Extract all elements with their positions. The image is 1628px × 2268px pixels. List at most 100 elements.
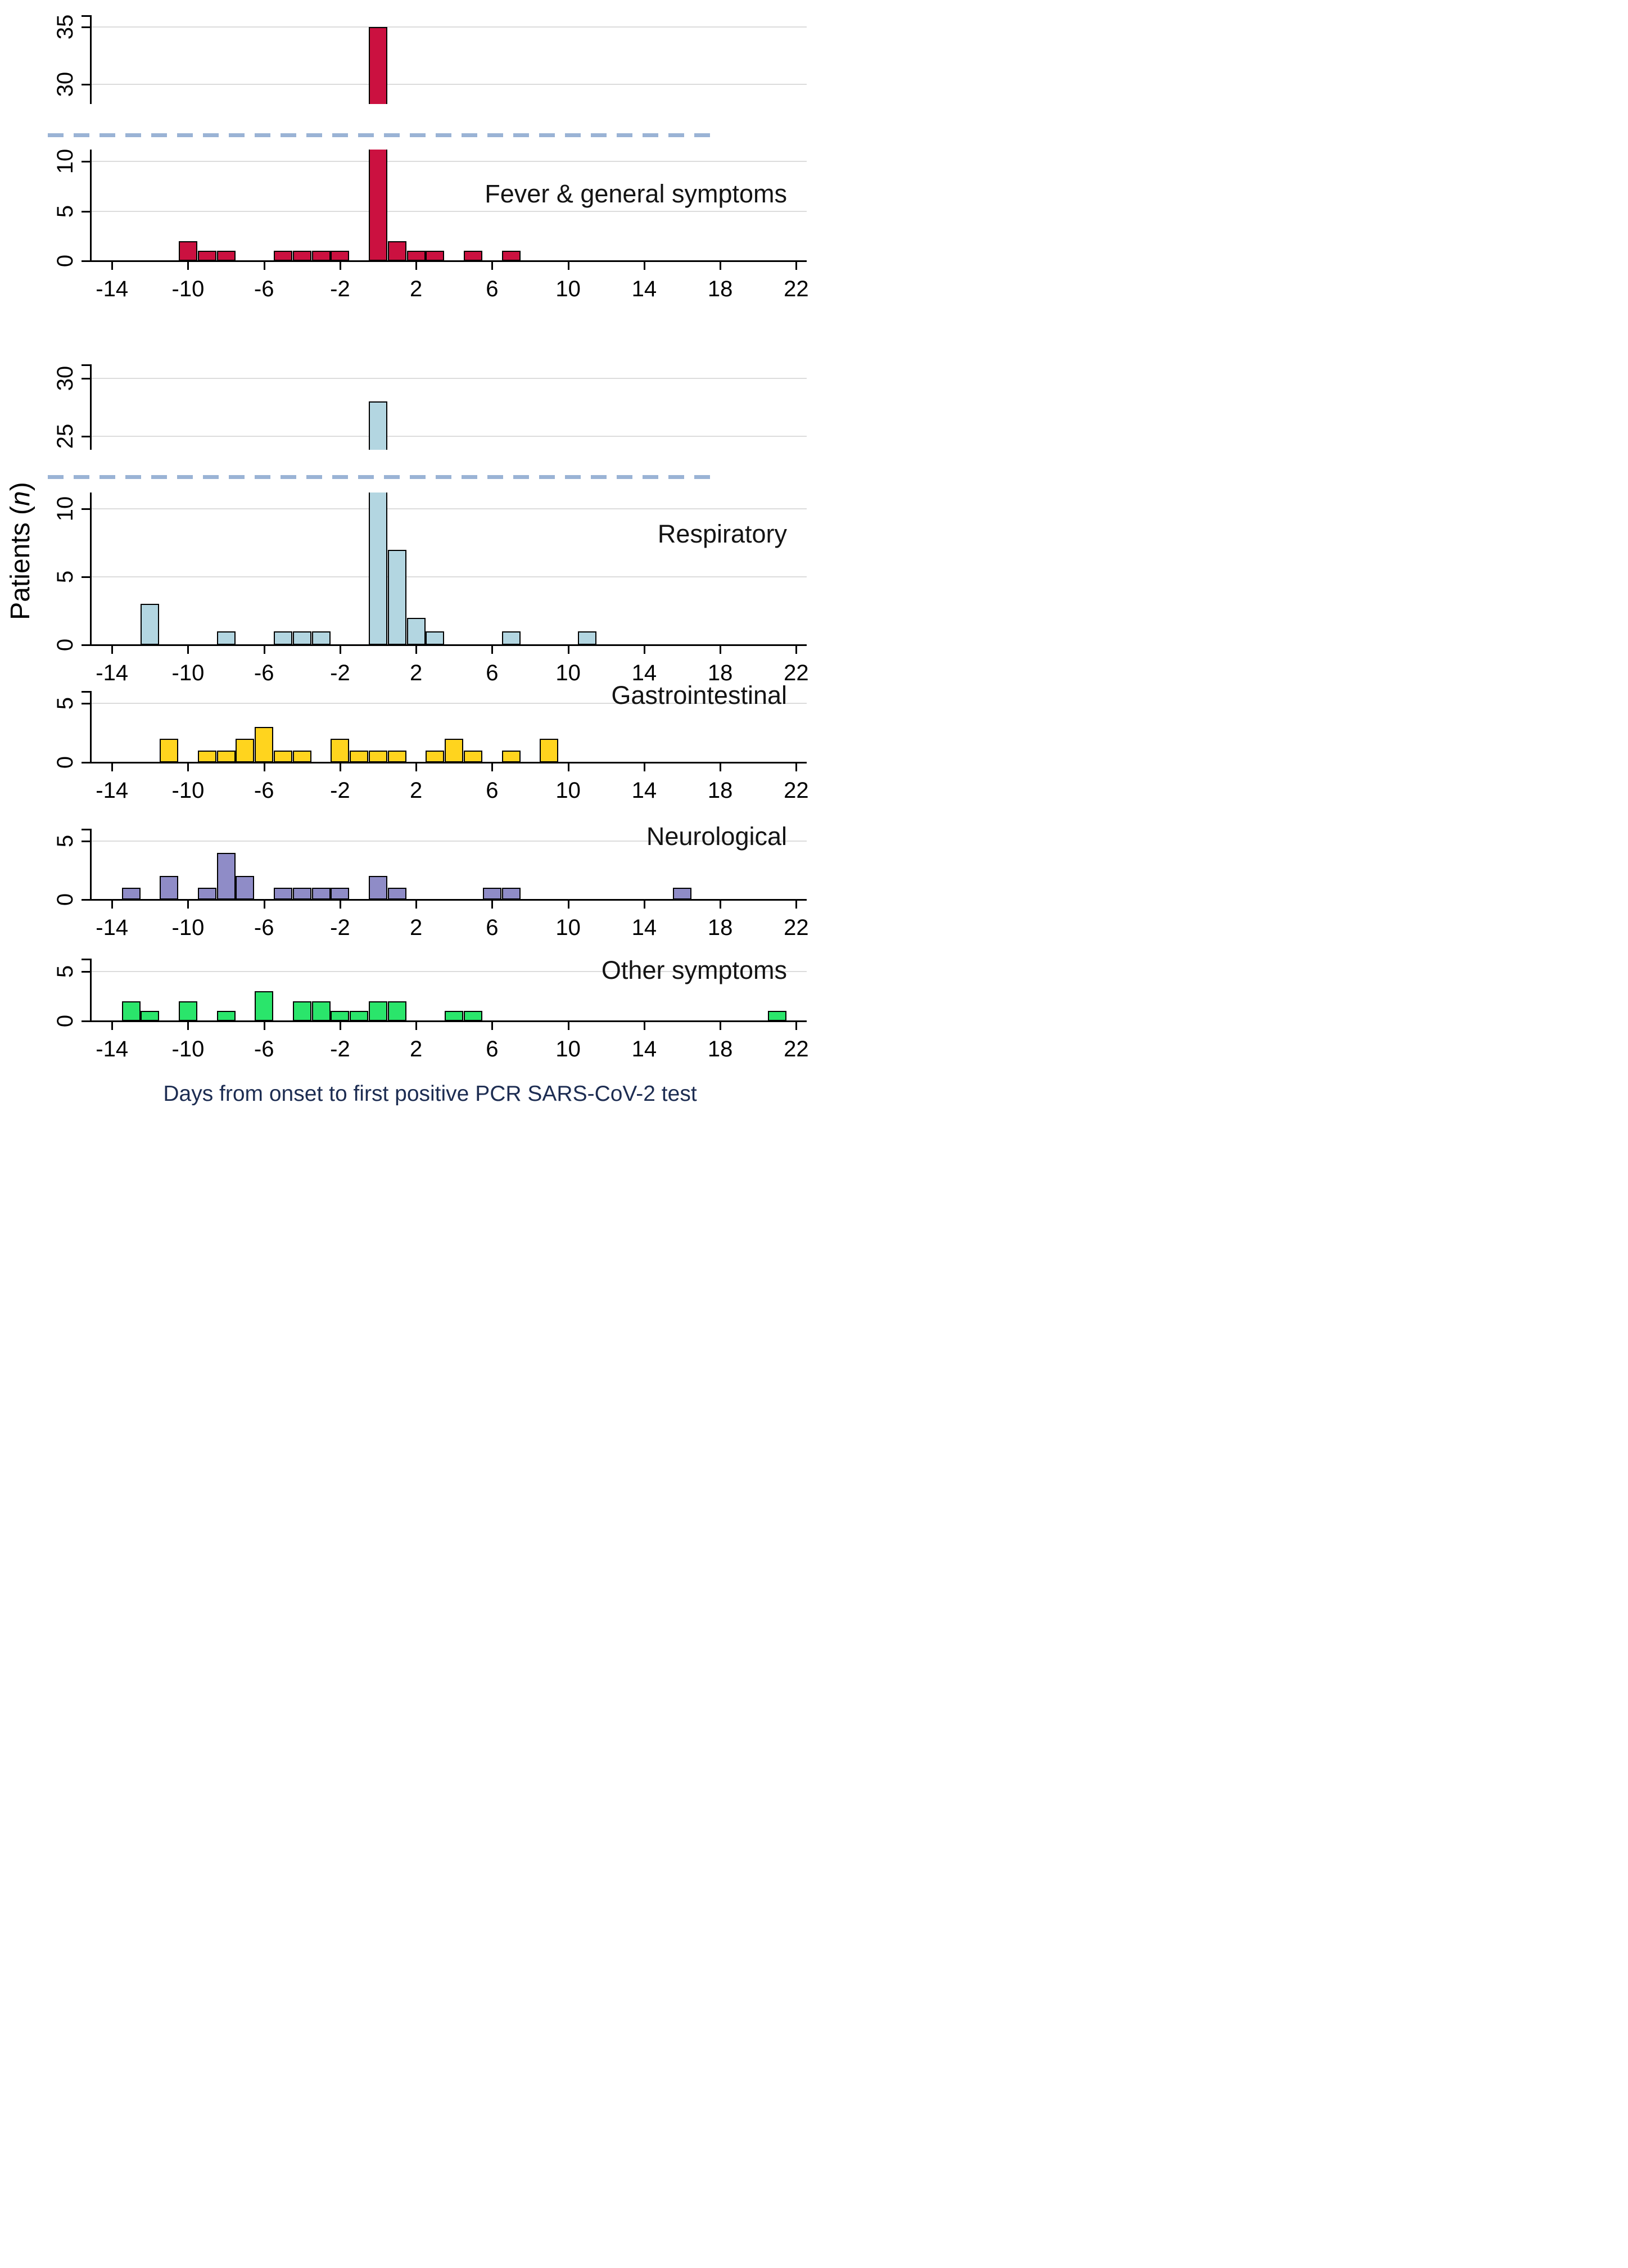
x-axis-tick <box>643 901 645 909</box>
gridline <box>91 210 807 212</box>
y-tick-label: 0 <box>53 1014 78 1028</box>
histogram-bar <box>369 876 388 900</box>
x-tick-label: -6 <box>254 661 274 685</box>
histogram-bar <box>350 1011 369 1021</box>
y-tick-label: 0 <box>53 756 78 769</box>
x-tick-label: 22 <box>784 277 809 301</box>
histogram-bar <box>292 631 311 645</box>
x-axis-tick <box>339 262 341 270</box>
panel-title: Gastrointestinal <box>611 681 787 710</box>
x-tick-label: 2 <box>410 915 423 940</box>
histogram-bar <box>406 617 426 645</box>
histogram-bar <box>387 1001 406 1021</box>
y-axis-tick <box>82 508 90 510</box>
x-axis-tick <box>339 646 341 654</box>
histogram-bar <box>273 631 292 645</box>
gridline <box>91 26 807 28</box>
x-tick-label: -10 <box>171 1037 205 1061</box>
histogram-bar <box>387 549 406 645</box>
histogram-bar <box>387 241 406 261</box>
x-axis-line <box>90 260 807 262</box>
x-tick-label: 2 <box>410 778 423 803</box>
histogram-bar <box>292 888 311 900</box>
x-axis-tick <box>491 646 494 654</box>
gridline <box>91 508 807 510</box>
gridline <box>91 576 807 578</box>
x-tick-label: -6 <box>254 277 274 301</box>
x-axis-tick <box>795 763 798 771</box>
y-tick-label: 5 <box>53 965 78 978</box>
histogram-bar <box>216 1011 236 1021</box>
x-tick-label: -2 <box>330 778 350 803</box>
x-tick-label: -6 <box>254 1037 274 1061</box>
x-axis-tick <box>339 901 341 909</box>
y-axis-line <box>90 691 92 762</box>
x-tick-label: -14 <box>96 915 129 940</box>
histogram-bar <box>273 251 292 261</box>
x-axis-tick <box>263 262 265 270</box>
x-axis-tick <box>187 901 189 909</box>
x-axis-tick <box>339 763 341 771</box>
panel-title: Neurological <box>646 822 787 851</box>
x-tick-label: -6 <box>254 778 274 803</box>
y-axis-title-text: Patients ( <box>6 505 35 620</box>
histogram-bar <box>197 251 216 261</box>
histogram-bar <box>141 604 160 645</box>
y-axis-line <box>90 150 92 261</box>
histogram-bar <box>426 251 445 261</box>
gridline <box>91 970 807 972</box>
histogram-bar <box>255 727 274 762</box>
y-tick-label: 0 <box>53 638 78 652</box>
histogram-bar <box>350 751 369 762</box>
gridline <box>91 84 807 85</box>
histogram-bar <box>369 493 388 645</box>
y-tick-label: 25 <box>53 423 78 449</box>
y-tick-label: 0 <box>53 254 78 268</box>
histogram-bar <box>121 888 141 900</box>
y-tick-label: 30 <box>53 365 78 391</box>
x-tick-label: 10 <box>555 778 581 803</box>
y-tick-label: 5 <box>53 205 78 218</box>
histogram-bar <box>141 1011 160 1021</box>
histogram-bar <box>311 631 331 645</box>
x-axis-tick <box>795 901 798 909</box>
y-tick-label: 30 <box>53 72 78 97</box>
y-axis-tick <box>82 762 90 763</box>
histogram-bar <box>216 631 236 645</box>
y-axis-tick <box>82 84 90 86</box>
x-tick-label: 6 <box>486 661 499 685</box>
histogram-bar <box>501 888 521 900</box>
y-axis-line <box>90 15 92 104</box>
histogram-bar <box>216 852 236 900</box>
x-tick-label: 2 <box>410 661 423 685</box>
x-tick-label: 10 <box>555 277 581 301</box>
x-tick-label: -2 <box>330 915 350 940</box>
y-axis-tick <box>82 161 90 163</box>
x-tick-label: -10 <box>171 915 205 940</box>
x-tick-label: 18 <box>707 915 733 940</box>
x-tick-label: 2 <box>410 1037 423 1061</box>
histogram-bar <box>406 251 426 261</box>
x-axis-tick <box>795 262 798 270</box>
x-tick-label: 14 <box>631 1037 657 1061</box>
y-axis-line <box>90 959 92 1021</box>
x-axis-tick <box>643 262 645 270</box>
x-tick-label: 14 <box>631 915 657 940</box>
histogram-bar <box>292 1001 311 1021</box>
histogram-bar <box>673 888 692 900</box>
x-tick-label: 18 <box>707 661 733 685</box>
x-axis-tick <box>720 262 722 270</box>
gridline <box>91 436 807 437</box>
x-axis-tick <box>415 1022 418 1030</box>
x-tick-label: 22 <box>784 661 809 685</box>
x-axis-tick <box>643 646 645 654</box>
x-axis-tick <box>187 262 189 270</box>
x-axis-line <box>90 899 807 901</box>
y-axis-line <box>90 829 92 900</box>
y-axis-title: Patients (n) <box>6 394 35 708</box>
x-axis-tick <box>491 763 494 771</box>
x-tick-label: 10 <box>555 915 581 940</box>
y-axis-tick <box>82 691 90 693</box>
panel-title: Fever & general symptoms <box>485 179 787 208</box>
x-tick-label: 18 <box>707 1037 733 1061</box>
